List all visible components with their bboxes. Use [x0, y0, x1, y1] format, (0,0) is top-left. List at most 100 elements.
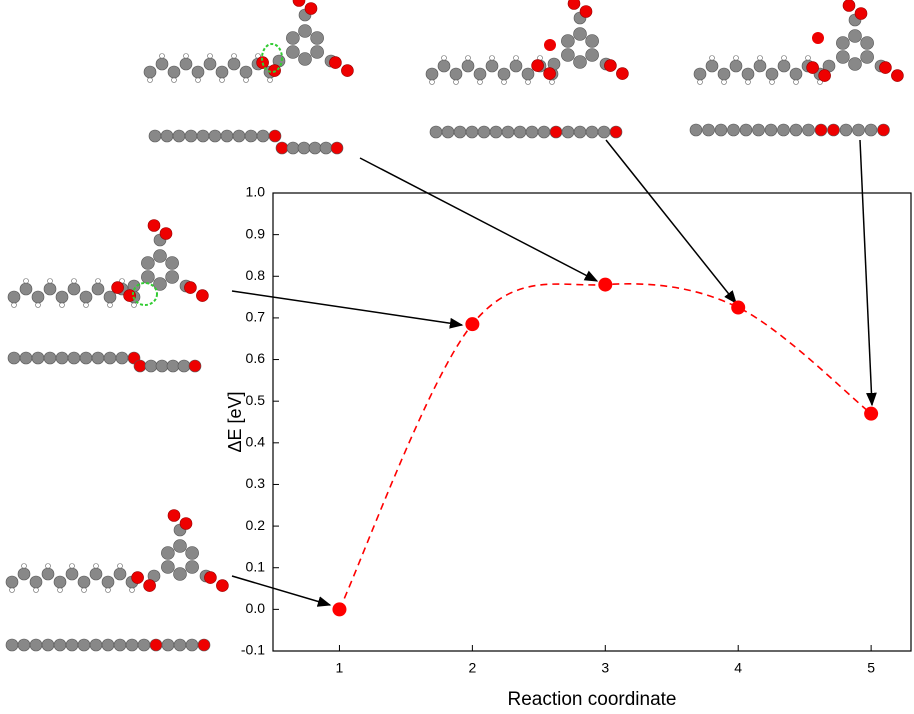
atom — [802, 123, 815, 137]
atom — [714, 123, 728, 137]
carbon — [17, 567, 31, 581]
atom — [172, 129, 186, 143]
atom — [208, 129, 222, 143]
oxygen — [531, 59, 544, 72]
atom — [477, 125, 491, 139]
carbon — [41, 567, 55, 581]
atom — [752, 123, 765, 137]
carbon — [103, 290, 117, 304]
atom — [137, 638, 151, 652]
carbon — [461, 59, 475, 73]
carbon — [55, 290, 69, 304]
y-tick-label: 0.5 — [246, 392, 266, 408]
arrow — [605, 139, 737, 305]
atom — [465, 125, 479, 139]
carbon — [741, 67, 755, 81]
atom — [160, 129, 174, 143]
atom — [689, 123, 703, 137]
x-tick-label: 3 — [601, 660, 609, 676]
atom — [29, 638, 43, 652]
atom — [67, 351, 81, 365]
carbon — [89, 567, 103, 581]
carbon — [437, 59, 451, 73]
carbon — [836, 50, 850, 64]
y-tick-label: 0.4 — [246, 434, 266, 450]
oxygen — [147, 219, 161, 232]
data-point — [332, 602, 347, 617]
atom — [308, 141, 322, 155]
oxygen — [544, 39, 556, 51]
atom — [133, 359, 147, 373]
atom — [31, 351, 45, 365]
carbon — [729, 59, 743, 73]
atom — [55, 351, 69, 365]
carbon — [860, 50, 874, 64]
oxygen — [256, 56, 269, 69]
x-tick-label: 1 — [336, 660, 344, 676]
carbon — [141, 270, 155, 284]
carbon — [101, 575, 115, 589]
carbon — [836, 36, 850, 50]
oxygen — [842, 0, 856, 12]
oxygen — [196, 289, 209, 302]
oxygen — [818, 69, 831, 82]
atom — [144, 359, 158, 373]
atom — [196, 129, 210, 143]
atom — [537, 125, 551, 139]
x-tick-label: 2 — [468, 660, 476, 676]
carbon — [143, 65, 157, 79]
oxygen — [143, 579, 156, 592]
data-point — [731, 300, 746, 315]
carbon — [79, 290, 93, 304]
carbon — [509, 59, 523, 73]
carbon — [753, 59, 767, 73]
carbon — [860, 36, 874, 50]
carbon — [19, 282, 33, 296]
atom — [839, 123, 853, 137]
atom — [330, 141, 344, 155]
oxygen — [204, 571, 217, 584]
atom — [113, 638, 127, 652]
atom — [727, 123, 740, 137]
atom — [827, 123, 840, 137]
oxygen — [216, 579, 229, 592]
oxygen — [854, 7, 868, 20]
carbon — [585, 48, 599, 62]
atom — [188, 359, 202, 373]
atom — [125, 638, 139, 652]
carbon — [165, 270, 179, 284]
atom — [429, 125, 443, 139]
atom — [197, 638, 211, 652]
atom — [5, 638, 19, 652]
carbon — [585, 34, 599, 48]
atom — [585, 125, 599, 139]
y-tick-label: 0.7 — [246, 309, 266, 325]
atom — [275, 141, 289, 155]
arrow — [359, 157, 599, 282]
carbon — [497, 67, 511, 81]
carbon — [215, 65, 229, 79]
carbon — [165, 256, 179, 270]
carbon — [298, 52, 312, 66]
oxygen — [304, 2, 318, 15]
carbon — [717, 67, 731, 81]
data-point — [465, 317, 480, 332]
atom — [41, 638, 55, 652]
atom — [232, 129, 246, 143]
atom — [297, 141, 311, 155]
x-tick-label: 4 — [734, 660, 742, 676]
atom — [65, 638, 79, 652]
atom — [148, 129, 162, 143]
carbon — [705, 59, 719, 73]
carbon — [67, 282, 81, 296]
atom — [89, 638, 103, 652]
atom — [864, 123, 878, 137]
molecule-illustrations — [5, 0, 904, 652]
carbon — [185, 546, 199, 560]
y-tick-label: 0.1 — [246, 558, 266, 574]
highlight — [132, 282, 158, 306]
atom — [814, 123, 828, 137]
carbon — [173, 567, 187, 581]
atom — [286, 141, 300, 155]
atom — [101, 638, 115, 652]
